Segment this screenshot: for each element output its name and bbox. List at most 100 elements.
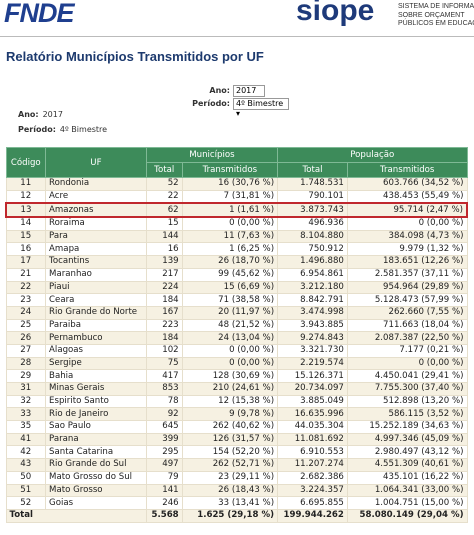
cell: 497 bbox=[145, 458, 183, 472]
cell: 199.944.262 bbox=[277, 508, 348, 523]
cell: 417 bbox=[145, 369, 183, 383]
column-header: Transmitidos bbox=[346, 162, 468, 178]
cell: 17 bbox=[5, 255, 47, 269]
cell: 645 bbox=[145, 420, 183, 434]
info-label: Período: bbox=[18, 125, 56, 134]
cell: 262 (52,71 %) bbox=[181, 458, 279, 472]
table-row: 13 Amazonas 62 1 (1,61 %) 3.873.743 95.714 (2… bbox=[5, 202, 468, 219]
cell: 4.450.041 (29,41 %) bbox=[346, 369, 468, 383]
cell: 95.714 (2,47 %) bbox=[346, 202, 468, 219]
cell: 78 bbox=[145, 394, 183, 409]
table-row: 52 Goias 246 33 (13,41 %) 6.695.855 1.004.751… bbox=[5, 496, 468, 510]
table-row: 25 Paraiba 223 48 (21,52 %) 3.943.885 711.663… bbox=[5, 318, 468, 333]
cell: 5.128.473 (57,99 %) bbox=[346, 293, 468, 307]
cell: Sao Paulo bbox=[45, 420, 147, 434]
cell: 2.087.387 (22,50 %) bbox=[346, 331, 468, 345]
cell: 26 bbox=[5, 331, 47, 345]
cell: Bahia bbox=[45, 369, 147, 383]
cell: 399 bbox=[145, 432, 183, 447]
cell: Maranhao bbox=[45, 267, 147, 282]
cell: 42 bbox=[5, 445, 47, 460]
cell: 2.980.497 (43,12 %) bbox=[346, 445, 468, 460]
cell: 16 bbox=[5, 242, 47, 257]
cell: 3.873.743 bbox=[277, 202, 348, 219]
cell: Rio Grande do Norte bbox=[45, 305, 147, 320]
cell: 750.912 bbox=[277, 242, 348, 257]
cell: 0 (0,00 %) bbox=[181, 216, 279, 231]
table-row: 16 Amapa 16 1 (6,25 %) 750.912 9.979 (1,32 %) bbox=[5, 242, 468, 257]
cell: 20 (11,97 %) bbox=[181, 305, 279, 320]
cell: 1.625 (29,18 %) bbox=[181, 508, 279, 523]
table-row: 12 Acre 22 7 (31,81 %) 790.101 438.453 (55,49… bbox=[5, 189, 468, 204]
cell: 954.964 (29,89 %) bbox=[346, 280, 468, 295]
cell: 44.035.304 bbox=[277, 420, 348, 434]
header: FNDE siope SISTEMA DE INFORMAÇÕ SOBRE OR… bbox=[0, 0, 474, 37]
cell: 2.682.386 bbox=[277, 470, 348, 485]
cell: 15.252.189 (34,63 %) bbox=[346, 420, 468, 434]
total-row: Total 5.568 1.625 (29,18 %) 199.944.262 58.0… bbox=[5, 508, 468, 523]
cell: 295 bbox=[145, 445, 183, 460]
cell: Pernambuco bbox=[45, 331, 147, 345]
cell: Amapa bbox=[45, 242, 147, 257]
info-value: 2017 bbox=[42, 110, 63, 119]
cell: 22 bbox=[5, 280, 47, 295]
cell: Rio de Janeiro bbox=[45, 407, 147, 422]
cell: 8.104.880 bbox=[277, 229, 348, 244]
cell: 512.898 (13,20 %) bbox=[346, 394, 468, 409]
cell: 23 (29,11 %) bbox=[181, 470, 279, 485]
cell: 4.997.346 (45,09 %) bbox=[346, 432, 468, 447]
cell: 7.755.300 (37,40 %) bbox=[346, 382, 468, 396]
cell: 223 bbox=[145, 318, 183, 333]
cell: 224 bbox=[145, 280, 183, 295]
logo[interactable]: FNDE bbox=[4, 0, 74, 28]
cell: 20.734.097 bbox=[277, 382, 348, 396]
cell: 52 bbox=[5, 496, 47, 510]
cell: 32 bbox=[5, 394, 47, 409]
cell: 217 bbox=[145, 267, 183, 282]
period-select[interactable]: 4º Bimestre ▾ bbox=[233, 98, 289, 118]
cell: 26 (18,70 %) bbox=[181, 255, 279, 269]
cell: 1.496.880 bbox=[277, 255, 348, 269]
cell: Rondonia bbox=[45, 177, 147, 191]
select-value: 4º Bimestre bbox=[236, 99, 284, 108]
cell: Minas Gerais bbox=[45, 382, 147, 396]
table-row: 23 Ceara 184 71 (38,58 %) 8.842.791 5.128.473… bbox=[5, 293, 468, 307]
report-table: Código UF Municípios População Total Tra… bbox=[5, 147, 468, 523]
column-group: População bbox=[277, 147, 468, 163]
cell: Santa Catarina bbox=[45, 445, 147, 460]
cell: 11.207.274 bbox=[277, 458, 348, 472]
cell: 5.568 bbox=[145, 508, 183, 523]
cell: 0 (0,00 %) bbox=[346, 216, 468, 231]
cell: 210 (24,61 %) bbox=[181, 382, 279, 396]
cell: Piaui bbox=[45, 280, 147, 295]
cell: 384.098 (4,73 %) bbox=[346, 229, 468, 244]
cell: 603.766 (34,52 %) bbox=[346, 177, 468, 191]
cell: 12 bbox=[5, 189, 47, 204]
year-select[interactable]: 2017 ▾ bbox=[233, 85, 265, 105]
cell: Roraima bbox=[45, 216, 147, 231]
cell: 50 bbox=[5, 470, 47, 485]
cell: 21 bbox=[5, 267, 47, 282]
select-value: 2017 bbox=[236, 86, 257, 95]
cell: 2.219.574 bbox=[277, 356, 348, 371]
table-row: 14 Roraima 15 0 (0,00 %) 496.936 0 (0,00 %) bbox=[5, 216, 468, 231]
cell: 26 (18,43 %) bbox=[181, 483, 279, 498]
cell: 9.274.843 bbox=[277, 331, 348, 345]
tagline-line: SOBRE ORÇAMENT bbox=[398, 11, 465, 19]
cell: 144 bbox=[145, 229, 183, 244]
table-row: 35 Sao Paulo 645 262 (40,62 %) 44.035.304 15.… bbox=[5, 420, 468, 434]
cell: 9 (9,78 %) bbox=[181, 407, 279, 422]
column-header: Transmitidos bbox=[181, 162, 279, 178]
cell: Ceara bbox=[45, 293, 147, 307]
table-row: 27 Alagoas 102 0 (0,00 %) 3.321.730 7.177 (0,… bbox=[5, 343, 468, 358]
cell: 435.101 (16,22 %) bbox=[346, 470, 468, 485]
cell: 15 bbox=[5, 229, 47, 244]
cell: 4.551.309 (40,61 %) bbox=[346, 458, 468, 472]
cell: 24 (13,04 %) bbox=[181, 331, 279, 345]
header-row: Código UF Municípios População bbox=[5, 147, 468, 178]
cell: 1.004.751 (15,00 %) bbox=[346, 496, 468, 510]
cell: 126 (31,57 %) bbox=[181, 432, 279, 447]
cell: 16 bbox=[145, 242, 183, 257]
logo[interactable]: siope bbox=[296, 0, 375, 27]
